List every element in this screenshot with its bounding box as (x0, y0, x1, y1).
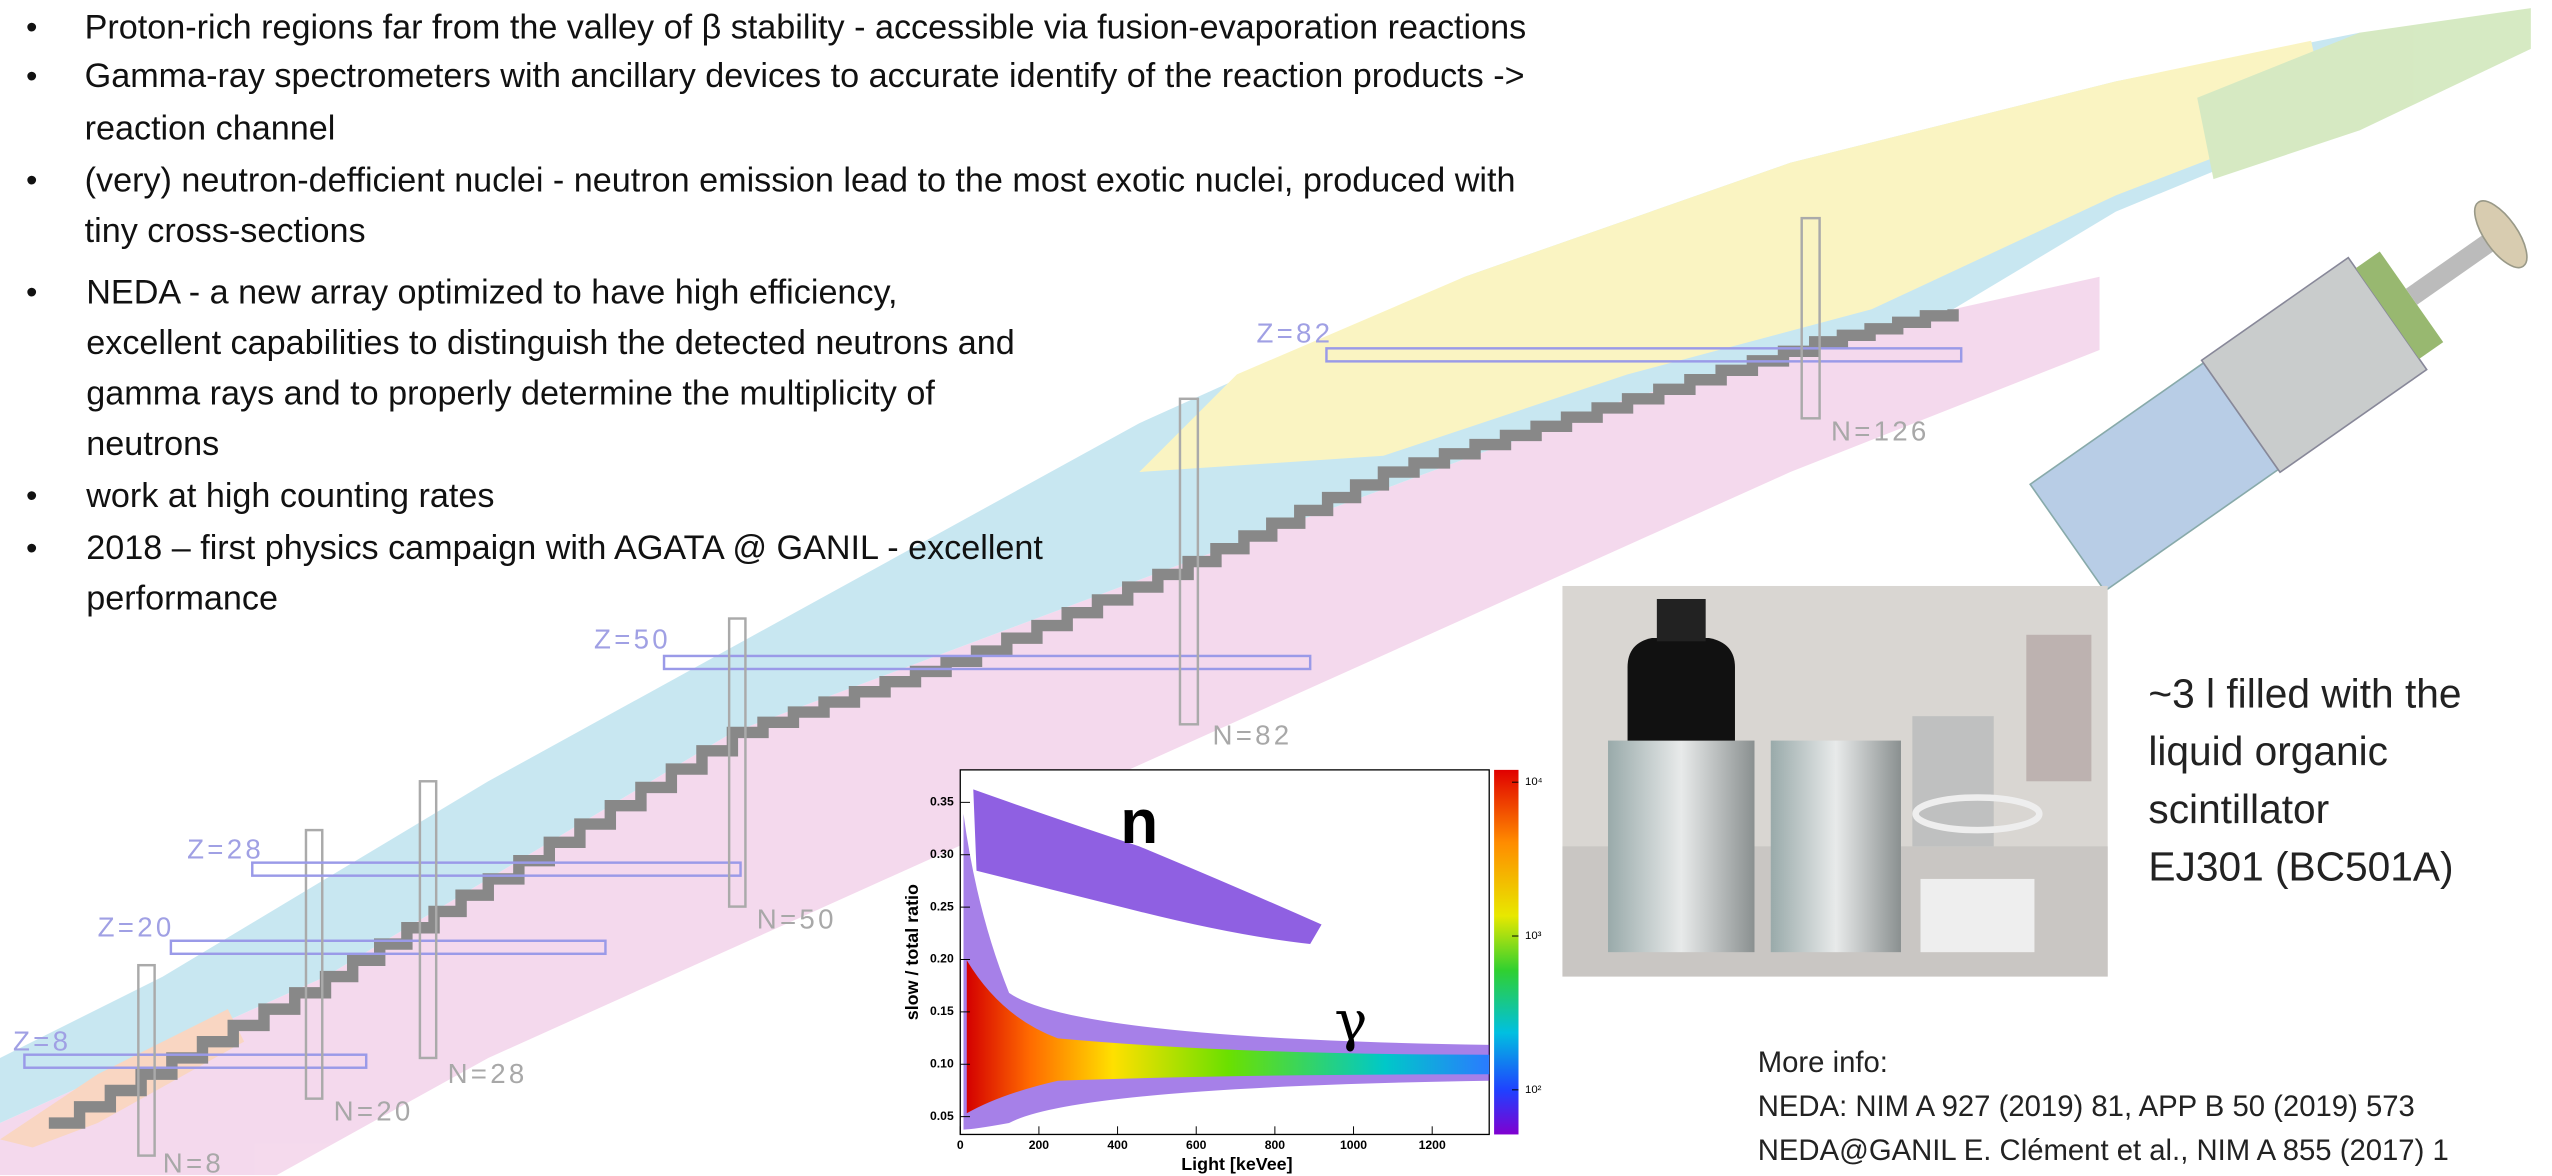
magic-box (1800, 216, 1821, 420)
caption-line: EJ301 (BC501A) (2148, 844, 2453, 890)
bullet-text: performance (86, 580, 278, 618)
magic-box (23, 1053, 368, 1069)
render-part (2200, 256, 2428, 474)
detector-render (2029, 200, 2528, 593)
magic-box (727, 617, 747, 908)
y-tick-label: 0.10 (930, 1056, 954, 1070)
bullet-text: tiny cross-sections (85, 212, 366, 250)
caption-line: ~3 l filled with the (2148, 670, 2461, 716)
magic-box (251, 861, 742, 877)
magic-label: N=8 (163, 1148, 224, 1176)
photo-ring (1912, 794, 2043, 834)
magic-label: N=28 (448, 1058, 528, 1089)
bullet-symbol: • (26, 9, 37, 45)
x-tick-label: 1200 (1419, 1138, 1446, 1152)
magic-label: N=126 (1831, 415, 1930, 446)
more-info-line: NEDA: NIM A 927 (2019) 81, APP B 50 (201… (1758, 1090, 2415, 1123)
magic-label: N=20 (334, 1096, 414, 1127)
magic-boxes (23, 216, 1963, 1157)
colorbar-label: 10² (1525, 1084, 1542, 1096)
photo (1562, 585, 2108, 977)
nuclide-chart (0, 8, 2531, 1176)
y-tick-label: 0.30 (930, 847, 954, 861)
band-yellow (1139, 40, 2328, 473)
more-info-line: More info: (1758, 1046, 1888, 1079)
colorbar (1494, 769, 1519, 1135)
bullet-symbol: • (26, 530, 37, 566)
bullet-text: gamma rays and to properly determine the… (86, 375, 935, 413)
magic-box (137, 963, 156, 1157)
bullet-text: Proton-rich regions far from the valley … (85, 8, 1527, 46)
magic-label: Z=8 (13, 1026, 71, 1057)
annotation-n: n (1120, 788, 1158, 857)
photo-can (1608, 740, 1755, 953)
magic-box (169, 939, 607, 956)
bullet-text: NEDA - a new array optimized to have hig… (86, 274, 897, 312)
photo-can (1770, 740, 1901, 953)
colorbar-label: 10⁴ (1525, 776, 1543, 788)
bullet-text: reaction channel (85, 109, 336, 147)
more-info-line: NEDA@GANIL E. Clément et al., NIM A 855 … (1758, 1134, 2449, 1167)
y-tick-label: 0.15 (930, 1004, 954, 1018)
magic-box (418, 780, 438, 1060)
y-tick-label: 0.20 (930, 952, 954, 966)
bullet-text: excellent capabilities to distinguish th… (86, 324, 1015, 362)
photo-pmt (1656, 598, 1706, 642)
x-tick-label: 800 (1265, 1138, 1286, 1152)
annotation-gamma: γ (1334, 990, 1367, 1054)
y-tick-label: 0.05 (930, 1109, 954, 1123)
x-tick-label: 400 (1107, 1138, 1128, 1152)
y-tick-label: 0.35 (930, 795, 954, 809)
photo-box (2026, 634, 2092, 782)
spectrum-plot (959, 769, 1519, 1136)
bullet-symbol: • (26, 478, 37, 514)
colorbar-label: 10³ (1525, 930, 1542, 942)
x-axis-title: Light [keVee] (1181, 1154, 1292, 1174)
band-green (2197, 8, 2531, 180)
magic-label: N=50 (757, 904, 837, 935)
y-tick-label: 0.25 (930, 899, 954, 913)
magic-label: Z=82 (1256, 318, 1333, 349)
magic-label: Z=50 (594, 624, 671, 655)
gamma-band (966, 960, 1490, 1114)
bullet-text: 2018 – first physics campaign with AGATA… (86, 529, 1043, 567)
x-tick-label: 200 (1029, 1138, 1050, 1152)
magic-box (1325, 347, 1963, 363)
bullet-text: work at high counting rates (85, 477, 494, 515)
neutron-band (973, 789, 1322, 945)
magic-label: Z=20 (98, 912, 175, 943)
x-tick-label: 1000 (1340, 1138, 1367, 1152)
caption-line: scintillator (2148, 786, 2329, 832)
band-orange (0, 1009, 245, 1148)
render-part (2473, 200, 2528, 269)
y-axis-title: slow / total ratio (902, 884, 922, 1020)
magic-label: Z=28 (187, 834, 264, 865)
band-pink (0, 276, 2100, 1176)
x-tick-label: 600 (1186, 1138, 1207, 1152)
magic-box (304, 828, 324, 1100)
render-part (2355, 251, 2444, 359)
bullet-symbol: • (26, 58, 37, 94)
bullet-text: neutrons (86, 425, 219, 463)
bullet-text: (very) neutron-defficient nuclei - neutr… (85, 161, 1516, 199)
render-part (2405, 232, 2498, 305)
bullet-symbol: • (26, 274, 37, 310)
photo-ring (1920, 878, 2035, 953)
photo-pmt (1627, 638, 1735, 741)
magic-box (662, 654, 1312, 671)
bullet-text: Gamma-ray spectrometers with ancillary d… (85, 57, 1525, 95)
bullet-symbol: • (26, 162, 37, 198)
caption-line: liquid organic (2148, 728, 2388, 774)
magic-label: N=82 (1213, 720, 1293, 751)
x-tick-label: 0 (957, 1138, 964, 1152)
magic-box (1178, 397, 1200, 726)
